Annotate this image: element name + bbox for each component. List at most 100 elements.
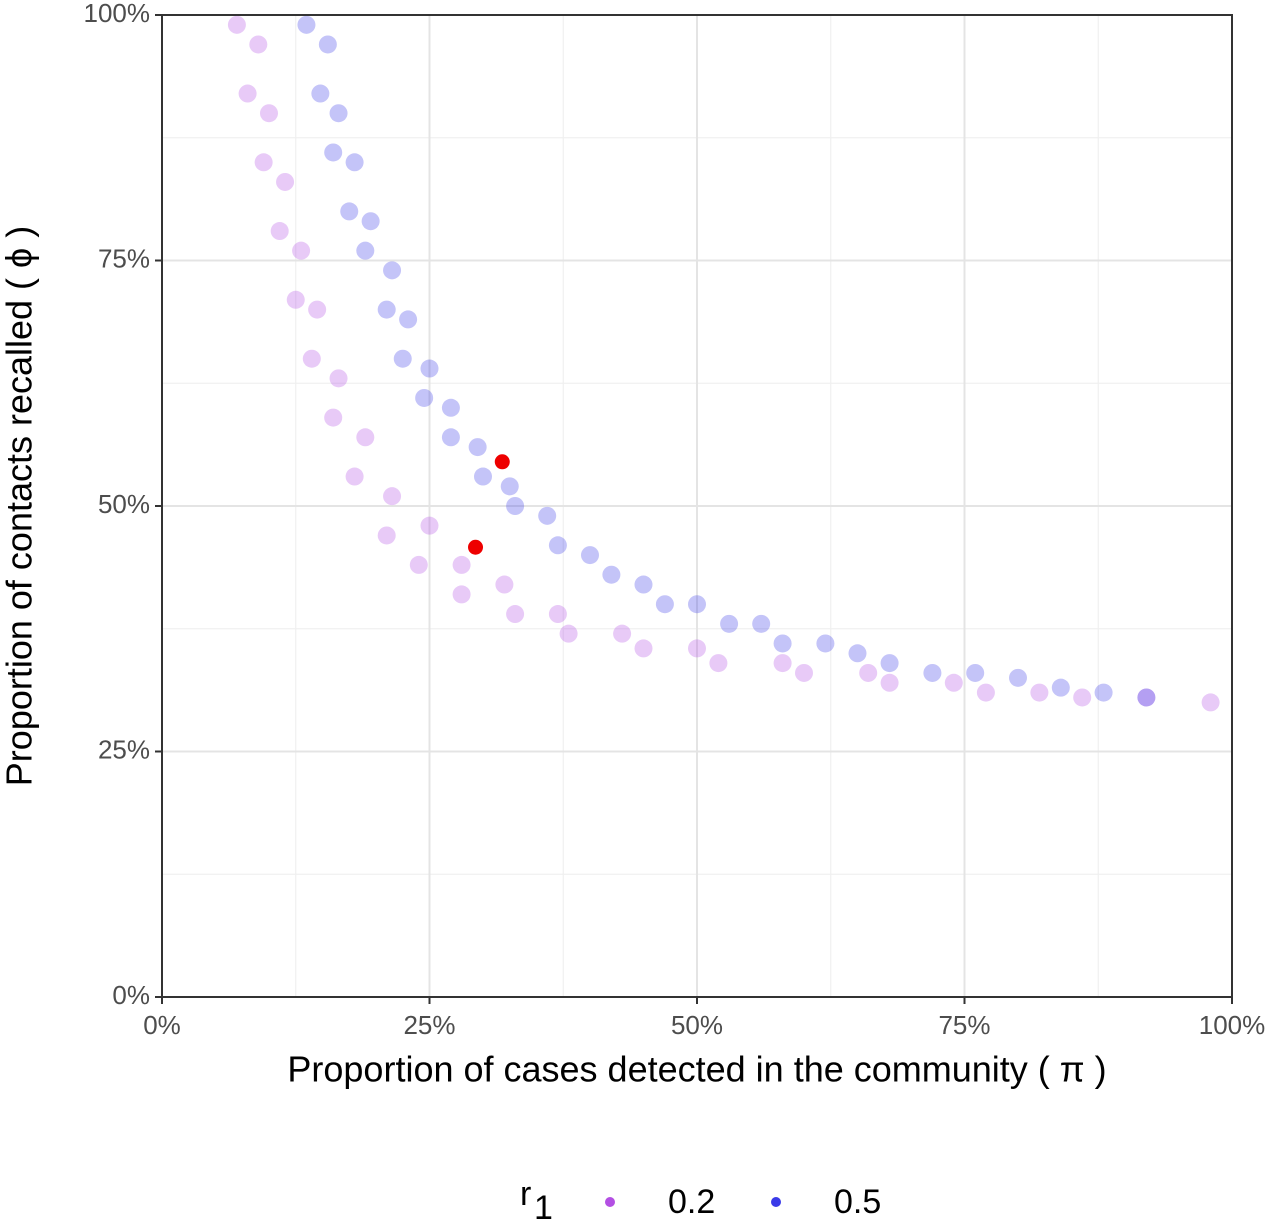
point [1073, 688, 1092, 707]
point [538, 506, 557, 525]
point [816, 634, 835, 653]
point [415, 388, 434, 407]
point [655, 595, 674, 614]
point [249, 35, 268, 54]
point [773, 654, 792, 673]
point [548, 605, 567, 624]
point [976, 683, 995, 702]
point [420, 516, 439, 535]
point [688, 595, 706, 614]
x-tick-label: 0% [143, 1010, 181, 1040]
y-tick-label: 50% [98, 489, 150, 519]
point [340, 202, 359, 221]
x-tick-label: 100% [1199, 1010, 1266, 1040]
highlight-point [468, 539, 484, 555]
point [329, 104, 348, 123]
point [441, 398, 460, 417]
point [361, 212, 380, 231]
point [324, 143, 343, 162]
point [1201, 693, 1220, 712]
point [495, 575, 514, 594]
point [880, 673, 899, 692]
point [1137, 688, 1156, 707]
point [559, 624, 578, 643]
point [944, 673, 963, 692]
point [848, 644, 867, 663]
point [795, 663, 813, 682]
point [254, 153, 273, 172]
point [227, 15, 246, 34]
point [420, 359, 439, 378]
point [602, 565, 621, 584]
point [292, 241, 311, 260]
point [966, 663, 985, 682]
y-tick-label: 0% [112, 980, 150, 1010]
x-tick-label: 25% [403, 1010, 455, 1040]
point [270, 222, 289, 241]
point [441, 428, 460, 447]
point [377, 526, 396, 545]
legend-swatch [771, 1197, 781, 1207]
legend-swatch [605, 1197, 615, 1207]
point [1094, 683, 1113, 702]
point [581, 546, 599, 565]
point [356, 428, 375, 447]
point [238, 84, 257, 103]
point [709, 654, 728, 673]
point [752, 614, 771, 633]
point [356, 241, 375, 260]
highlight-point [494, 454, 510, 470]
legend-label: 0.5 [834, 1183, 881, 1221]
point [324, 408, 343, 427]
point [260, 104, 278, 123]
point [452, 555, 471, 574]
legend-label: 0.2 [668, 1183, 715, 1221]
point [634, 575, 653, 594]
x-axis-title: Proportion of cases detected in the comm… [287, 1049, 1106, 1090]
point [1009, 668, 1027, 687]
y-tick-label: 100% [84, 0, 151, 28]
legend-title: r [520, 1175, 531, 1213]
point [506, 605, 525, 624]
point [548, 536, 567, 555]
y-tick-label: 25% [98, 734, 150, 764]
point [311, 84, 330, 103]
point [859, 663, 878, 682]
point [308, 300, 327, 319]
point [688, 639, 706, 658]
y-axis-title: Proportion of contacts recalled ( ϕ ) [0, 226, 40, 786]
point [1137, 688, 1156, 707]
point [1030, 683, 1049, 702]
point [880, 654, 899, 673]
y-tick-label: 75% [98, 243, 150, 273]
point [302, 349, 321, 368]
point [474, 467, 492, 486]
point [452, 585, 471, 604]
point [399, 310, 418, 329]
point [613, 624, 632, 643]
point [1051, 678, 1070, 697]
point [634, 639, 653, 658]
x-tick-label: 50% [671, 1010, 723, 1040]
point [720, 614, 739, 633]
point [409, 555, 428, 574]
point [276, 172, 295, 191]
point [506, 497, 525, 515]
point [286, 290, 305, 309]
x-tick-label: 75% [938, 1010, 990, 1040]
point [773, 634, 792, 653]
point [500, 477, 519, 496]
point [383, 487, 402, 506]
point [329, 369, 348, 388]
panel-border [161, 14, 1233, 998]
point [345, 153, 364, 172]
point [377, 300, 396, 319]
legend-title-subscript: 1 [534, 1189, 553, 1223]
point [345, 467, 364, 486]
point [393, 349, 412, 368]
point [383, 261, 402, 280]
point [297, 15, 316, 34]
point [318, 35, 337, 54]
point [468, 438, 487, 457]
